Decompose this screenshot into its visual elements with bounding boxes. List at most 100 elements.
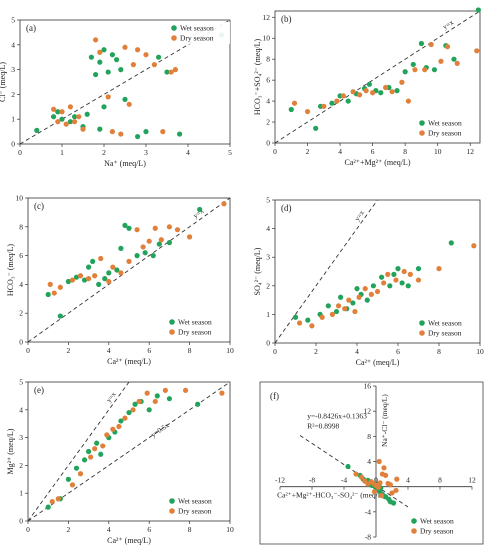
y-tick-label: 5 — [266, 196, 270, 205]
data-point — [362, 286, 368, 292]
y-tick-label: 0 — [266, 139, 270, 148]
data-point — [45, 291, 51, 298]
data-point — [410, 61, 416, 68]
data-point — [166, 396, 172, 402]
data-point — [405, 98, 412, 104]
x-tick-label: 8 — [188, 525, 192, 534]
x-tick-label: 8 — [438, 476, 442, 485]
x-tick-label: 5 — [228, 148, 232, 157]
x-tick-label: -8 — [309, 476, 315, 485]
data-point — [219, 390, 225, 396]
x-tick-label: 10 — [476, 347, 484, 356]
data-point — [377, 480, 383, 486]
x-tick-label: 4 — [406, 476, 410, 485]
data-point — [88, 54, 94, 60]
data-point — [431, 67, 438, 73]
data-point — [69, 277, 76, 283]
data-point — [394, 476, 400, 482]
panel-label: (a) — [26, 23, 36, 33]
x-axis-label: Ca²⁺+Mg²⁺ (meq/L) — [345, 158, 411, 167]
data-point — [389, 490, 395, 496]
data-point — [118, 270, 124, 276]
y-tick-label: 3 — [266, 253, 270, 262]
data-point — [393, 277, 399, 283]
data-point — [471, 243, 477, 249]
legend-label: Dry season — [180, 34, 214, 43]
data-point — [402, 69, 408, 75]
data-point — [73, 465, 80, 471]
chart-panel-5: 0 2 4 6 8 10 0 1 2 3 4 5 Ca²⁺ (meq/L) Mg²⁺ (meq/L) (e)… — [6, 378, 234, 546]
x-tick-label: 4 — [338, 147, 342, 156]
data-point — [158, 237, 164, 243]
data-point — [109, 52, 115, 58]
data-point — [288, 106, 294, 113]
data-point — [84, 111, 90, 117]
data-point — [321, 103, 327, 109]
x-tick-label: 0 — [18, 148, 22, 157]
chart-panel-2: 0 2 4 6 8 10 12 0 2 4 6 8 10 12 Ca²⁺+Mg²⁺ (meq/L) HCO₃⁻… — [253, 7, 481, 167]
y-tick-label: 1 — [19, 489, 23, 498]
data-point — [394, 88, 400, 94]
data-point — [105, 94, 111, 100]
data-point — [77, 273, 84, 279]
data-point — [164, 69, 170, 75]
reference-line-label: y=0.5x — [150, 421, 171, 439]
data-point — [51, 290, 57, 296]
reference-line-label: y=x — [441, 18, 455, 31]
panel-label: (f) — [270, 391, 279, 401]
data-point — [144, 390, 150, 396]
reference-line — [274, 10, 481, 144]
y-tick-label: 12 — [364, 407, 372, 416]
data-point — [340, 93, 346, 99]
data-point — [118, 418, 124, 424]
data-point — [77, 471, 84, 477]
data-point — [105, 69, 111, 75]
data-point — [92, 446, 98, 452]
data-point — [221, 201, 227, 207]
y-tick-label: 6 — [19, 251, 23, 260]
data-point — [81, 277, 88, 283]
data-point — [81, 457, 88, 463]
data-point — [162, 387, 168, 393]
data-point — [150, 253, 156, 259]
x-axis-label: Ca²⁺ (meq/L) — [107, 357, 151, 366]
data-point — [67, 119, 73, 125]
data-point — [166, 224, 172, 230]
legend-background — [408, 515, 470, 537]
data-point — [55, 496, 61, 502]
data-point — [342, 306, 348, 312]
data-point — [110, 264, 116, 270]
panel-label: (c) — [34, 201, 44, 211]
data-point — [292, 314, 299, 320]
panel-border — [259, 381, 484, 545]
data-point — [187, 234, 193, 240]
data-point — [72, 114, 78, 120]
plot-area — [19, 19, 231, 145]
data-point — [412, 67, 418, 73]
y-tick-label: 8 — [367, 432, 371, 441]
x-axis-label: Ca²⁺+Mg²⁺-HCO₃⁻-SO₄²⁻ (meq/L) — [277, 491, 385, 500]
x-tick-label: 6 — [147, 346, 151, 355]
x-tick-label: -12 — [275, 476, 285, 485]
y-tick-label: 10 — [16, 194, 24, 203]
legend-label: Wet season — [178, 318, 212, 327]
x-tick-label: 6 — [371, 147, 375, 156]
data-point — [362, 478, 368, 484]
data-point — [177, 131, 183, 137]
reference-line-label: y=x — [353, 209, 366, 223]
data-point — [454, 60, 460, 66]
data-point — [106, 270, 112, 276]
data-point — [34, 127, 40, 133]
legend-label: Dry season — [178, 328, 212, 337]
data-point — [97, 59, 103, 65]
reference-line — [299, 435, 409, 508]
y-tick-label: 2 — [266, 281, 270, 290]
data-point — [291, 100, 298, 106]
data-point — [102, 276, 108, 282]
legend-marker — [169, 498, 175, 504]
data-point — [345, 463, 351, 470]
legend-background — [416, 317, 478, 339]
y-tick-label: 2 — [19, 309, 23, 318]
